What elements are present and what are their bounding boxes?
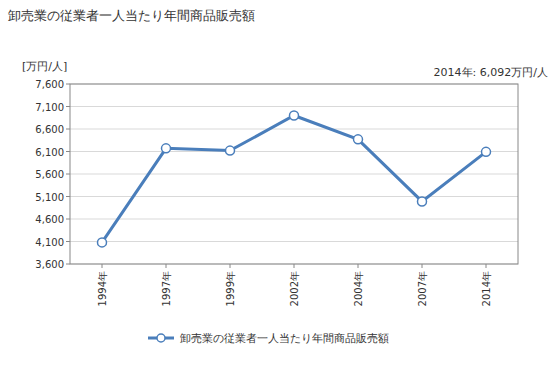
marker <box>354 135 363 144</box>
y-tick <box>66 219 70 220</box>
y-tick <box>66 129 70 130</box>
marker <box>226 146 235 155</box>
y-tick-label: 7,100 <box>35 102 64 113</box>
plot-frame <box>70 84 518 264</box>
y-tick <box>66 241 70 242</box>
grid-line <box>70 196 518 197</box>
y-tick <box>66 106 70 107</box>
y-tick-label: 4,100 <box>35 237 64 248</box>
y-tick <box>66 196 70 197</box>
grid-line <box>70 151 518 152</box>
grid-line <box>70 174 518 175</box>
grid-line <box>70 106 518 107</box>
x-tick-label: 2007年 <box>417 271 428 306</box>
x-tick <box>102 264 103 268</box>
x-tick <box>294 264 295 268</box>
x-tick-label: 2002年 <box>289 271 300 306</box>
y-tick-label: 7,600 <box>35 79 64 90</box>
x-tick <box>358 264 359 268</box>
x-tick-label: 1997年 <box>161 271 172 306</box>
chart: 卸売業の従業者一人当たり年間商品販売額 [万円/人] 2014年: 6,092万円/… <box>0 0 560 366</box>
y-tick-label: 6,100 <box>35 147 64 158</box>
y-tick <box>66 174 70 175</box>
title: 卸売業の従業者一人当たり年間商品販売額 <box>8 8 255 23</box>
y-tick-label: 3,600 <box>35 259 64 270</box>
grid-line <box>70 219 518 220</box>
grid-line <box>70 129 518 130</box>
y-tick-label: 5,100 <box>35 192 64 203</box>
x-tick <box>230 264 231 268</box>
line <box>102 116 486 243</box>
legend-label: 卸売業の従業者一人当たり年間商品販売額 <box>180 332 389 345</box>
y-tick-label: 5,600 <box>35 169 64 180</box>
x-tick <box>422 264 423 268</box>
marker <box>482 147 491 156</box>
y-tick <box>66 264 70 265</box>
y-label: [万円/人] <box>22 60 67 73</box>
x-tick-label: 2014年 <box>481 271 492 306</box>
annotation: 2014年: 6,092万円/人 <box>434 66 548 79</box>
x-tick <box>486 264 487 268</box>
grid-line <box>70 241 518 242</box>
marker <box>162 144 171 153</box>
marker <box>98 238 107 247</box>
x-tick-label: 2004年 <box>353 271 364 306</box>
x-tick <box>166 264 167 268</box>
marker <box>418 197 427 206</box>
y-tick-label: 6,600 <box>35 124 64 135</box>
plot-area <box>98 111 491 247</box>
x-tick-label: 1999年 <box>225 271 236 306</box>
marker <box>290 111 299 120</box>
y-tick <box>66 84 70 85</box>
y-tick <box>66 151 70 152</box>
legend-marker <box>157 334 165 342</box>
x-tick-label: 1994年 <box>97 271 108 306</box>
y-tick-label: 4,600 <box>35 214 64 225</box>
